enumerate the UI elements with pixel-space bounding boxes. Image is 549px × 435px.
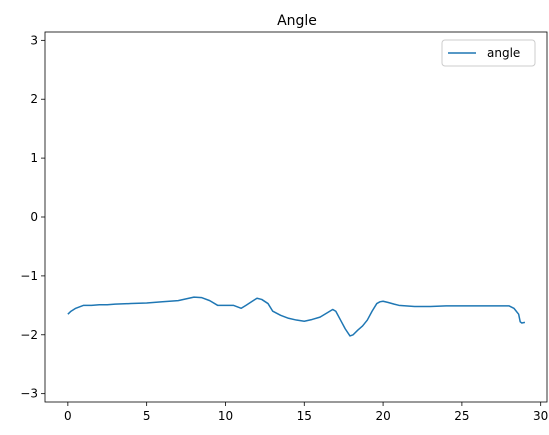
legend-label-angle: angle — [487, 46, 520, 60]
x-tick-label: 25 — [454, 409, 469, 423]
legend-box — [441, 39, 536, 67]
series-layer — [67, 296, 526, 337]
x-tick-label: 10 — [218, 409, 233, 423]
y-tick-label: −3 — [20, 387, 38, 401]
x-tick-label: 20 — [375, 409, 390, 423]
x-tick-label: 15 — [297, 409, 312, 423]
plot-frame — [44, 31, 548, 403]
x-tick-label: 5 — [143, 409, 151, 423]
y-tick-label: 1 — [30, 151, 38, 165]
y-tick-label: −1 — [20, 269, 38, 283]
ticks-layer: 0 5 10 15 20 25 30 −3 −2 −1 0 1 2 3 — [20, 33, 548, 423]
y-tick-label: 3 — [30, 33, 38, 47]
chart-title: Angle — [277, 13, 317, 29]
y-tick-label: −2 — [20, 328, 38, 342]
y-tick-label: 0 — [30, 210, 38, 224]
x-tick-label: 30 — [533, 409, 548, 423]
y-tick-label: 2 — [30, 92, 38, 106]
legend: angle — [441, 39, 536, 67]
x-tick-label: 0 — [64, 409, 72, 423]
series-line-angle — [67, 296, 526, 337]
